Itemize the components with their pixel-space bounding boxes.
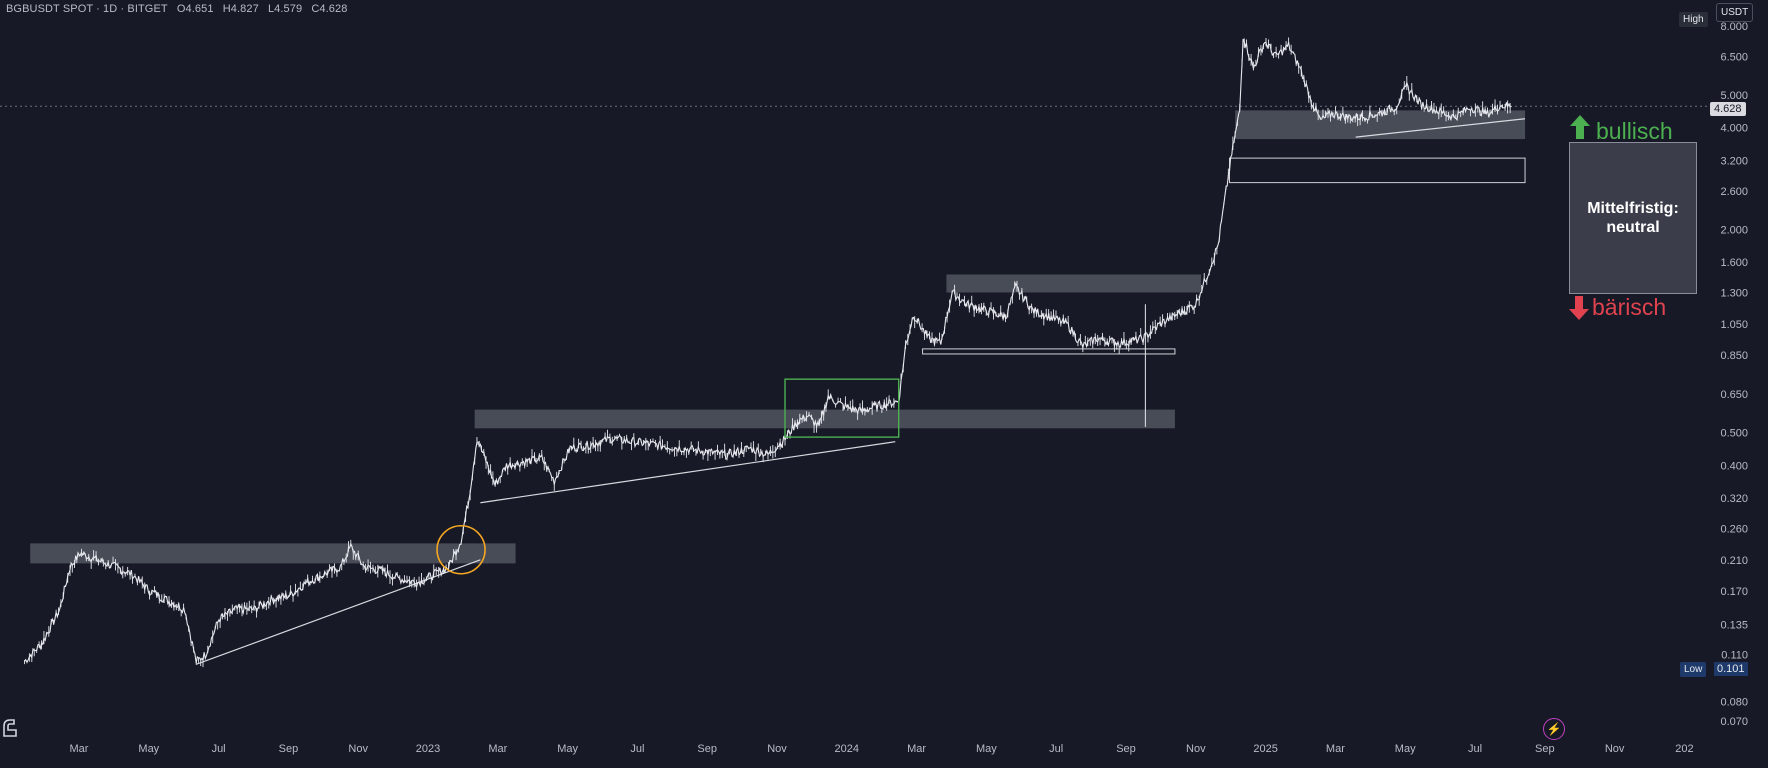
x-tick-label: Sep (697, 743, 717, 755)
tradingview-logo-icon[interactable] (2, 716, 18, 738)
x-tick-label: Jul (1049, 743, 1063, 755)
support-zone (474, 409, 1175, 429)
high-value: H4.827 (222, 3, 259, 15)
x-tick-label: 2025 (1253, 743, 1277, 755)
x-tick-label: Sep (1535, 743, 1555, 755)
low-value-badge: 0.101 (1714, 662, 1748, 676)
y-tick-label: 0.110 (1721, 650, 1748, 662)
x-tick-label: Nov (348, 743, 368, 755)
x-tick-label: Sep (1116, 743, 1136, 755)
x-tick-label: Mar (1326, 743, 1345, 755)
x-tick-label: May (1395, 743, 1416, 755)
y-tick-label: 1.300 (1720, 288, 1748, 300)
x-tick-label: Jul (1468, 743, 1482, 755)
outline-zone (1228, 157, 1526, 184)
x-tick-label: 2024 (835, 743, 859, 755)
support-zone (30, 543, 516, 564)
y-tick-label: 0.320 (1720, 493, 1748, 505)
y-tick-label: 6.500 (1720, 51, 1748, 63)
consolidation-box (784, 378, 900, 438)
y-tick-label: 0.260 (1720, 524, 1748, 536)
lightning-icon[interactable]: ⚡ (1543, 718, 1565, 740)
x-tick-label: May (557, 743, 578, 755)
trend-line (195, 559, 481, 665)
outline-zone (922, 348, 1176, 355)
y-tick-label: 8.000 (1720, 21, 1748, 33)
bearish-label: bärisch (1592, 294, 1667, 320)
x-tick-label: Mar (907, 743, 926, 755)
y-tick-label: 0.400 (1720, 460, 1748, 472)
chart-header: BGBUSDT SPOT · 1D · BITGET O4.651 H4.827… (6, 3, 353, 15)
neutral-line-2: neutral (1606, 219, 1660, 236)
symbol-label[interactable]: BGBUSDT SPOT · 1D · BITGET (6, 3, 168, 15)
x-tick-label: Nov (767, 743, 787, 755)
x-tick-label: Mar (488, 743, 507, 755)
y-tick-label: 2.000 (1720, 224, 1748, 236)
arrow-up-icon (1570, 115, 1590, 139)
x-tick-label: May (138, 743, 159, 755)
y-tick-label: 0.170 (1720, 586, 1748, 598)
low-value: L4.579 (267, 3, 303, 15)
y-tick-label: 1.600 (1720, 257, 1748, 269)
x-tick-label: Jul (212, 743, 226, 755)
y-tick-label: 4.000 (1720, 123, 1748, 135)
arrow-down-icon (1569, 296, 1589, 320)
price-series (24, 37, 1512, 668)
y-tick-label: 0.650 (1720, 389, 1748, 401)
y-tick-label: 0.850 (1720, 350, 1748, 362)
bullish-label: bullisch (1596, 118, 1673, 144)
chart-overlays (436, 378, 900, 575)
close-value: C4.628 (311, 3, 348, 15)
x-tick-label: Nov (1186, 743, 1206, 755)
trend-line (1355, 118, 1526, 138)
high-marker: High (1679, 12, 1708, 27)
x-tick-label: Jul (630, 743, 644, 755)
open-value: O4.651 (176, 3, 214, 15)
x-tick-label: Mar (70, 743, 89, 755)
y-tick-label: 0.135 (1720, 620, 1748, 632)
y-tick-label: 5.000 (1720, 90, 1748, 102)
x-tick-label: 2023 (416, 743, 440, 755)
x-tick-label: Sep (279, 743, 299, 755)
last-price-badge: 4.628 (1710, 102, 1746, 116)
neutral-annotation: Mittelfristig: neutral (1569, 142, 1697, 294)
price-line (24, 38, 1512, 664)
x-tick-label: Nov (1605, 743, 1625, 755)
price-axis: 8.000 6.500 5.000 4.000 3.200 2.600 2.000 1.600… (1720, 21, 1748, 728)
highlight-circle (436, 524, 486, 575)
trend-line (480, 441, 896, 504)
y-tick-label: 0.210 (1720, 555, 1748, 567)
y-tick-label: 0.500 (1720, 428, 1748, 440)
y-tick-label: 0.080 (1720, 696, 1748, 708)
support-resistance-zones (30, 110, 1526, 564)
time-axis: Mar May Jul Sep Nov 2023 Mar May Jul Sep Nov 2024 Ma… (70, 743, 1694, 755)
y-tick-label: 3.200 (1720, 155, 1748, 167)
trend-lines (195, 118, 1526, 665)
x-tick-label: May (976, 743, 997, 755)
y-tick-label: 1.050 (1720, 319, 1748, 331)
y-tick-label: 2.600 (1720, 186, 1748, 198)
support-zone (946, 274, 1202, 293)
currency-button[interactable]: USDT (1716, 3, 1754, 22)
x-tick-label: 202 (1675, 743, 1693, 755)
y-tick-label: 0.070 (1720, 716, 1748, 728)
neutral-line-1: Mittelfristig: (1587, 200, 1679, 217)
low-marker: Low (1680, 662, 1707, 677)
